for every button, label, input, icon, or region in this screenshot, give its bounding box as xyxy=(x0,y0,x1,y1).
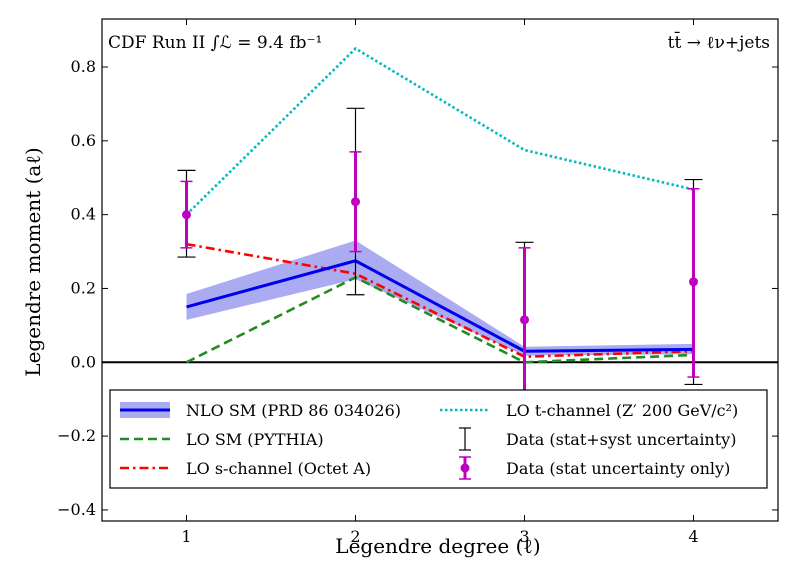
series-line-0 xyxy=(186,259,694,353)
y-tick-label: 0.6 xyxy=(71,131,96,150)
x-tick-label: 3 xyxy=(519,527,529,546)
x-axis-label: Legendre degree (ℓ) xyxy=(335,534,540,558)
legend-label: NLO SM (PRD 86 034026) xyxy=(186,401,401,420)
data-point xyxy=(689,277,698,287)
y-tick-label: −0.2 xyxy=(57,426,96,445)
data-point xyxy=(351,197,360,207)
x-tick-label: 2 xyxy=(350,527,360,546)
series-line-3 xyxy=(185,46,694,216)
nlo-uncertainty-band xyxy=(186,240,694,356)
y-tick-label: 0.2 xyxy=(71,278,96,297)
data-point xyxy=(182,210,191,220)
plot-area xyxy=(102,46,778,398)
series-line-1 xyxy=(185,275,694,364)
legend-label: LO SM (PYTHIA) xyxy=(186,430,324,449)
corner-label-right: tt̄ → ℓν+jets xyxy=(668,30,770,53)
legend-label: Data (stat uncertainty only) xyxy=(506,459,730,478)
y-axis-label: Legendre moment (aℓ) xyxy=(21,147,45,376)
legend-label: Data (stat+syst uncertainty) xyxy=(506,430,736,449)
legend-box xyxy=(109,389,768,489)
legend-label: LO s-channel (Octet A) xyxy=(186,459,371,478)
corner-label-left: CDF Run II ∫ℒ = 9.4 fb⁻¹ xyxy=(108,33,322,53)
x-tick-label: 4 xyxy=(688,527,698,546)
y-tick-label: 0.0 xyxy=(71,352,96,371)
legend-label: LO t-channel (Z′ 200 GeV/c²) xyxy=(506,401,738,420)
series-line-2 xyxy=(186,242,694,359)
data-point xyxy=(520,315,529,325)
y-tick-label: 0.4 xyxy=(71,205,96,224)
y-tick-label: 0.8 xyxy=(71,57,96,76)
y-tick-label: −0.4 xyxy=(57,500,96,519)
axes: 1 2 3 4 −0.4 −0.2 0.0 0.2 0.4 0.6 0.8 xyxy=(57,18,779,546)
legend: NLO SM (PRD 86 034026) LO t-channel (Z′ 2… xyxy=(109,389,768,489)
x-tick-label: 1 xyxy=(181,527,191,546)
plot-content xyxy=(102,46,778,398)
legend-swatch-point xyxy=(460,463,470,473)
plot-frame xyxy=(101,18,779,522)
